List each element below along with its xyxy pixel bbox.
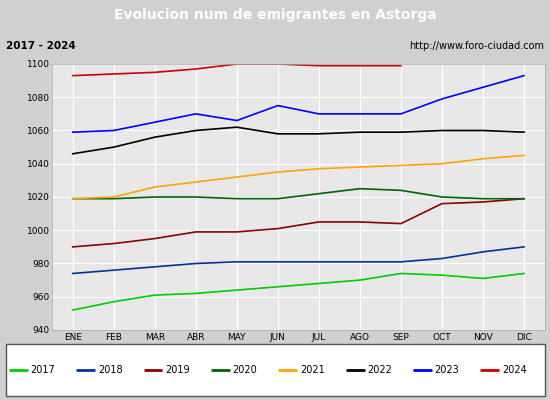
Text: 2019: 2019 [165,365,190,375]
Text: 2017: 2017 [30,365,55,375]
Text: 2024: 2024 [502,365,527,375]
Text: 2017 - 2024: 2017 - 2024 [6,41,75,51]
FancyBboxPatch shape [6,344,544,396]
Text: 2021: 2021 [300,365,324,375]
Text: 2018: 2018 [98,365,123,375]
Text: 2022: 2022 [367,365,392,375]
Text: 2020: 2020 [233,365,257,375]
Text: http://www.foro-ciudad.com: http://www.foro-ciudad.com [410,41,544,51]
Text: 2023: 2023 [434,365,459,375]
Text: Evolucion num de emigrantes en Astorga: Evolucion num de emigrantes en Astorga [114,8,436,22]
